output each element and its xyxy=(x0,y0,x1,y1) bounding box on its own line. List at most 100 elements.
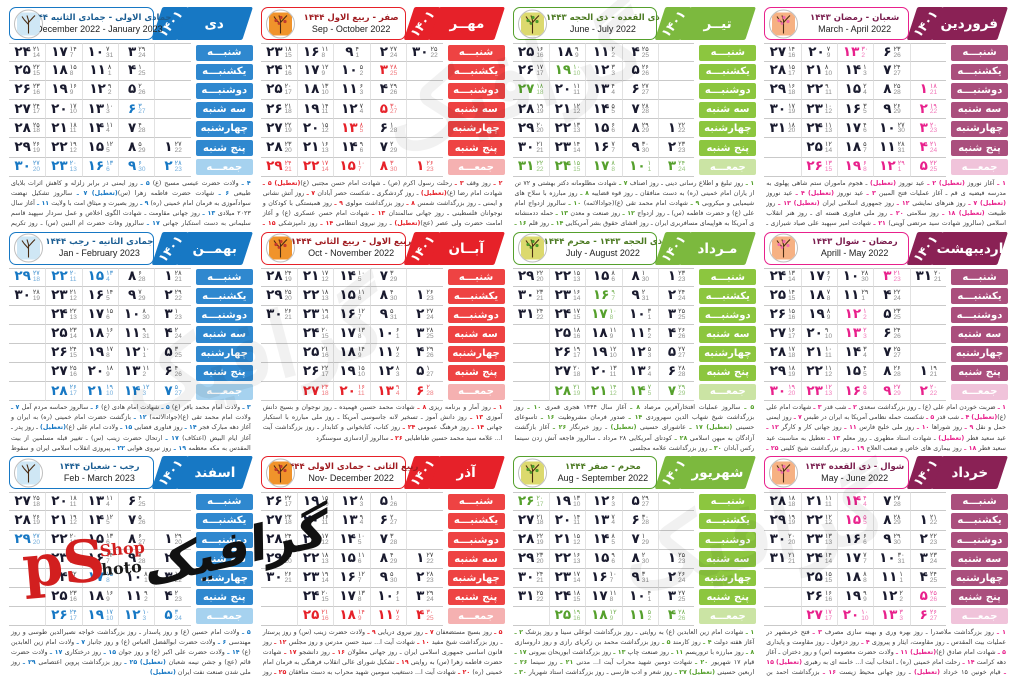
gregorian-day-number: 19 xyxy=(284,276,292,284)
solar-day-number: ۲۵ xyxy=(14,62,31,79)
gregorian-months-label: Jan - February 2023 xyxy=(58,248,140,259)
day-cell: ۱۵ ۱۳ 4 xyxy=(81,267,119,287)
hijri-day-number: ۲۱ xyxy=(893,269,901,278)
hijri-day-number: ۲۱ xyxy=(69,550,77,559)
solar-day-number: ۱ xyxy=(164,268,173,285)
solar-day-number: ۲۵ xyxy=(266,81,283,98)
hijri-day-number: ۱۴ xyxy=(357,345,365,354)
hijri-day-number: ۴ xyxy=(863,120,867,129)
gregorian-day-number: 22 xyxy=(426,557,434,565)
solar-day-number: ۱۰ xyxy=(87,43,104,60)
day-cell: ۱۱ ۱ 1 xyxy=(873,568,910,588)
weekday-label: چهارشنبه xyxy=(699,345,757,362)
gregorian-day-number: 24 xyxy=(426,595,434,603)
hijri-day-number: ۵ xyxy=(174,383,179,392)
hijri-day-number: ۲۶ xyxy=(69,383,77,392)
gregorian-day-number: 11 xyxy=(69,500,77,508)
day-cell: ۱۴ ۹ 6 xyxy=(333,138,370,158)
solar-day-number: ۲۱ xyxy=(302,268,320,285)
hijri-months-label: ذی القعده - ذی الحجه ۱۴۴۳ xyxy=(545,12,660,23)
gregorian-day-number: 18 xyxy=(284,108,292,116)
solar-day-number: ۹ xyxy=(379,306,388,323)
solar-day-number: ۳ xyxy=(416,325,425,342)
solar-day-number: ۶ xyxy=(919,607,928,624)
day-cell: ۱ ۲۱ 22 xyxy=(909,511,946,531)
day-cell: ۱۱ ۹ 31 xyxy=(118,324,155,345)
empty-day-cell xyxy=(909,344,946,364)
solar-day-number: ۱۷ xyxy=(303,62,320,79)
header-info: ذی الحجه ۱۴۴۳ - محرم ۱۴۴۴ July - August 2… xyxy=(512,231,662,265)
hijri-months-label: رمضان - شوال ۱۴۴۳ xyxy=(811,237,898,248)
header-info: ذی القعده - ذی الحجه ۱۴۴۳ June - July 202… xyxy=(512,7,660,40)
hijri-day-number: ۲۵ xyxy=(430,44,438,53)
gregorian-day-number: 26 xyxy=(138,519,146,527)
solar-day-number: ۲۸ xyxy=(14,119,31,136)
solar-day-number: ۱۸ xyxy=(302,81,320,98)
day-cell: ۸ ۴ 29 xyxy=(369,549,407,569)
hijri-day-number: ۲۸ xyxy=(861,269,869,278)
day-cell: ۱۲ ۹ 2 xyxy=(81,81,119,101)
solar-day-number: ۱۸ xyxy=(339,344,356,361)
solar-day-number: ۶ xyxy=(883,325,892,342)
hijri-day-number: ۱۰ xyxy=(609,307,617,316)
solar-day-number: ۱۶ xyxy=(303,43,320,60)
day-grid: شنبـــه ۴ ۲۵ 25 ۱۱ ۲ 2 ۱۸ ۹ 9 ۲۵ ۱۶ 16 یکشنبـــه ۵ ۲۶ 26… xyxy=(512,43,757,177)
gregorian-day-number: 26 xyxy=(389,89,398,97)
gregorian-day-number: 31 xyxy=(389,313,398,321)
gregorian-day-number: 27 xyxy=(678,352,686,360)
gregorian-day-number: 13 xyxy=(69,313,77,321)
month-occasions-text: ۱ ـ شهادت امام زین العابدین (ع) به روایت… xyxy=(514,629,755,677)
hijri-day-number: ۲۷ xyxy=(426,307,434,316)
gregorian-day-number: 12 xyxy=(69,294,77,302)
hijri-day-number: ۲۳ xyxy=(536,287,544,296)
day-cell: ۷ ۲۷ 28 xyxy=(873,492,910,512)
hijri-day-number: ۲۸ xyxy=(678,608,686,617)
empty-day-cell xyxy=(154,492,191,512)
day-cell: ۱۸ ۸ 8 xyxy=(836,568,874,588)
gregorian-day-number: 16 xyxy=(824,595,833,603)
solar-day-number: ۲۲ xyxy=(51,138,68,155)
day-cell: ۱۸ ۱۱ 9 xyxy=(585,324,622,345)
solar-day-number: ۲۸ xyxy=(769,493,787,510)
day-cell: ۳ ۲۱ 23 xyxy=(873,267,910,287)
gregorian-day-number: 26 xyxy=(426,352,434,360)
hijri-day-number: ۱۶ xyxy=(357,383,365,392)
weekday-label: پنج شنبه xyxy=(195,139,253,157)
gregorian-day-number: 24 xyxy=(678,294,686,302)
day-cell: ۸ ۲۹ 29 xyxy=(621,119,658,139)
gregorian-day-number: 12 xyxy=(573,538,581,546)
day-cell: ۳۱ ۲۵ 22 xyxy=(512,588,549,607)
day-cell: ۲۷ ۱۶ 17 xyxy=(764,325,801,345)
hijri-day-number: ۲ xyxy=(426,383,430,392)
day-grid: شنبـــه ۵ ۲۹ 27 ۱۲ ۶ 3 ۱۹ ۱۳ 10 ۲۶ ۲۰ 17 یکشنبـــه ۶ ۳۰… xyxy=(512,492,757,626)
gregorian-day-number: 11 xyxy=(825,352,832,360)
hijri-day-number: ۱۲ xyxy=(106,512,114,521)
hijri-day-number: ۱۲ xyxy=(357,307,365,316)
gregorian-day-number: 10 xyxy=(69,108,77,116)
hijri-day-number: ۱۳ xyxy=(824,158,832,167)
weekday-label: دوشنبـــه xyxy=(951,82,1008,99)
empty-day-cell xyxy=(9,325,46,345)
day-cell: ۲۷ ۲۲ 19 xyxy=(260,119,298,139)
day-cell: ۳۱ ۱۸ 20 xyxy=(764,119,801,139)
day-cell: ۱ ۲۶ 23 xyxy=(406,286,443,306)
solar-day-number: ۱۹ xyxy=(339,363,356,380)
hijri-day-number: ۲۷ xyxy=(174,139,182,148)
hijri-day-number: ۶ xyxy=(395,326,400,335)
solar-day-number: ۲۴ xyxy=(51,306,68,323)
hijri-day-number: ۴ xyxy=(863,494,867,503)
day-cell: ۲۱ ۱۴ 12 xyxy=(585,382,622,402)
day-cell: ۱۹ ۸ 9 xyxy=(800,305,837,325)
hijri-day-number: ۱۵ xyxy=(788,307,796,316)
weekday-label: جمعـــه xyxy=(951,159,1008,176)
day-cell: ۲۱ ۱۷ 12 xyxy=(297,530,334,550)
day-cell: ۳۰ ۲۸ 19 xyxy=(9,287,46,306)
gregorian-day-number: 28 xyxy=(641,519,649,527)
solar-day-number: ۱۳ xyxy=(842,43,860,60)
solar-day-number: ۲۸ xyxy=(769,344,787,361)
hijri-day-number: ۱۶ xyxy=(788,326,796,335)
gregorian-day-number: 8 xyxy=(69,70,74,78)
day-cell: ۲۵ ۲۱ 16 xyxy=(297,344,334,364)
gregorian-day-number: 15 xyxy=(573,313,581,321)
hijri-day-number: ۲۴ xyxy=(929,569,937,578)
